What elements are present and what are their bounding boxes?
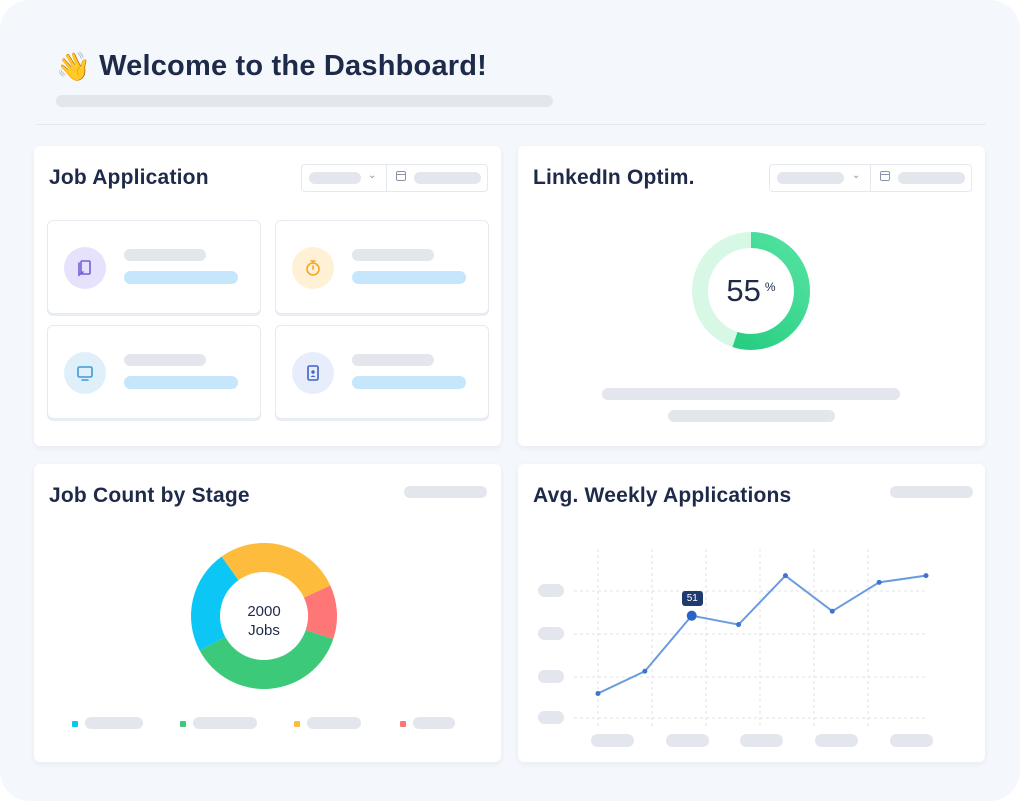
- legend-label-placeholder: [85, 717, 143, 729]
- chevron-down-icon[interactable]: ⌄: [368, 170, 377, 181]
- progress-value: 55: [726, 273, 761, 308]
- contact-file-icon: [292, 352, 334, 394]
- data-point[interactable]: [686, 610, 697, 621]
- calendar-icon[interactable]: [396, 171, 406, 181]
- chevron-down-icon[interactable]: ⌄: [852, 170, 861, 181]
- date-picker[interactable]: [898, 172, 965, 184]
- stopwatch-icon: [292, 247, 334, 289]
- linkedin-card: LinkedIn Optim. ⌄ 55 %: [518, 146, 985, 446]
- job-stat-tile[interactable]: [47, 220, 261, 314]
- job-application-card: Job Application ⌄: [34, 146, 501, 446]
- x-tick-placeholder: [591, 734, 634, 747]
- tile-value-placeholder: [352, 376, 466, 389]
- x-tick-placeholder: [890, 734, 933, 747]
- donut-center-label: 2000 Jobs: [224, 602, 304, 640]
- donut-slice[interactable]: [191, 556, 239, 651]
- weekly-applications-title: Avg. Weekly Applications: [533, 484, 792, 507]
- tile-label-placeholder: [124, 249, 206, 261]
- job-count-title: Job Count by Stage: [49, 484, 250, 507]
- job-count-card: Job Count by Stage 2000 Jobs: [34, 464, 501, 762]
- job-application-title: Job Application: [49, 166, 209, 189]
- tile-label-placeholder: [352, 354, 434, 366]
- percent-sign: %: [764, 280, 776, 294]
- bookmarks-icon: [64, 247, 106, 289]
- y-tick-placeholder: [538, 670, 564, 683]
- legend-label-placeholder: [193, 717, 257, 729]
- legend-swatch: [400, 721, 406, 727]
- linkedin-text-placeholder: [602, 388, 900, 400]
- date-picker[interactable]: [414, 172, 481, 184]
- waving-hand-icon: 👋: [56, 50, 92, 82]
- page-title: 👋 Welcome to the Dashboard!: [56, 50, 487, 83]
- weekly-applications-card: Avg. Weekly Applications 51: [518, 464, 985, 762]
- donut-slice[interactable]: [199, 629, 334, 689]
- x-tick-placeholder: [740, 734, 783, 747]
- series-line: [597, 574, 927, 695]
- job-stage-donut: [191, 543, 337, 689]
- card-action-placeholder[interactable]: [890, 486, 973, 498]
- tile-label-placeholder: [352, 249, 434, 261]
- progress-fill: [692, 232, 810, 350]
- data-point[interactable]: [782, 573, 788, 579]
- donut-total: 2000: [247, 603, 281, 620]
- data-point[interactable]: [876, 579, 882, 585]
- page-title-text: Welcome to the Dashboard!: [99, 50, 488, 82]
- y-tick-placeholder: [538, 584, 564, 597]
- calendar-icon[interactable]: [880, 171, 890, 181]
- progress-ring: 55 %: [690, 230, 812, 352]
- job-application-filter: ⌄: [301, 164, 488, 192]
- linkedin-text-placeholder: [668, 410, 835, 422]
- linkedin-filter: ⌄: [769, 164, 972, 192]
- legend-label-placeholder: [307, 717, 361, 729]
- data-point[interactable]: [923, 573, 929, 579]
- x-tick-placeholder: [666, 734, 709, 747]
- subtitle-placeholder: [56, 95, 553, 107]
- data-point[interactable]: [595, 690, 601, 696]
- donut-unit: Jobs: [248, 622, 280, 639]
- legend-swatch: [180, 721, 186, 727]
- tile-label-placeholder: [124, 354, 206, 366]
- legend-swatch: [72, 721, 78, 727]
- data-point-tooltip: 51: [681, 590, 703, 606]
- monitor-icon: [64, 352, 106, 394]
- donut-slice[interactable]: [303, 585, 337, 640]
- linkedin-title: LinkedIn Optim.: [533, 166, 695, 189]
- donut-slice[interactable]: [221, 543, 331, 598]
- card-action-placeholder[interactable]: [404, 486, 487, 498]
- header-divider: [36, 124, 986, 125]
- data-point[interactable]: [642, 668, 648, 674]
- period-dropdown[interactable]: [777, 172, 844, 184]
- legend-swatch: [294, 721, 300, 727]
- period-dropdown[interactable]: [309, 172, 361, 184]
- job-stat-tile[interactable]: [275, 325, 489, 419]
- y-tick-placeholder: [538, 711, 564, 724]
- job-stat-tile[interactable]: [47, 325, 261, 419]
- tile-value-placeholder: [124, 271, 238, 284]
- legend-label-placeholder: [413, 717, 455, 729]
- y-tick-placeholder: [538, 627, 564, 640]
- job-stat-tile[interactable]: [275, 220, 489, 314]
- tile-value-placeholder: [352, 271, 466, 284]
- tile-value-placeholder: [124, 376, 238, 389]
- weekly-line-chart: [574, 549, 929, 729]
- data-point[interactable]: [829, 608, 835, 614]
- data-point[interactable]: [736, 622, 742, 628]
- x-tick-placeholder: [815, 734, 858, 747]
